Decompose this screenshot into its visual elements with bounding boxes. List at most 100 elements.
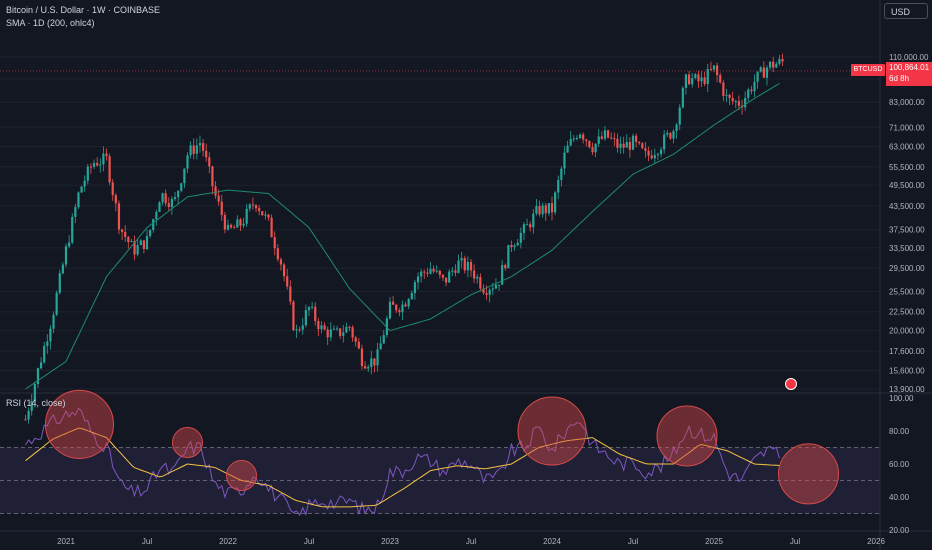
candle-body <box>638 141 641 144</box>
candle-body <box>177 190 180 198</box>
candle-body <box>538 205 541 215</box>
flag-icon[interactable] <box>785 378 797 390</box>
time-tick-label: Jul <box>142 537 152 546</box>
candle-body <box>416 276 420 283</box>
candle-body <box>117 203 121 230</box>
candle-body <box>597 136 600 144</box>
candle-body <box>273 237 276 249</box>
candle-body <box>413 282 417 294</box>
candle-body <box>759 67 762 72</box>
candle-body <box>513 245 516 248</box>
candle-body <box>99 164 102 166</box>
sma-indicator-label[interactable]: SMA · 1D (200, ohlc4) <box>6 18 95 28</box>
candle-body <box>127 236 130 242</box>
candle-body <box>376 349 379 366</box>
candle-body <box>691 77 694 85</box>
candle-body <box>700 77 703 82</box>
candle-body <box>631 135 635 150</box>
candle-body <box>678 107 681 125</box>
candle-body <box>554 192 557 213</box>
candle-body <box>687 74 691 85</box>
rsi-tick-label: 80.00 <box>889 427 910 436</box>
candle-body <box>195 145 198 154</box>
rsi-band-fill <box>0 447 880 514</box>
candle-body <box>744 97 747 108</box>
rsi-tick-label: 20.00 <box>889 526 910 535</box>
candle-body <box>30 401 33 411</box>
candle-body <box>201 143 205 151</box>
candle-body <box>214 186 217 196</box>
candle-body <box>610 137 613 139</box>
candle-body <box>279 259 283 265</box>
candle-body <box>712 65 716 70</box>
candle-body <box>332 328 336 330</box>
candle-body <box>619 143 622 148</box>
candle-body <box>301 325 304 330</box>
candle-body <box>716 65 719 76</box>
candle-body <box>236 219 239 228</box>
candle-body <box>173 197 177 199</box>
candle-body <box>628 142 631 150</box>
rsi-indicator-label[interactable]: RSI (14, close) <box>6 398 66 408</box>
candle-body <box>183 168 186 184</box>
time-tick-label: 2023 <box>381 537 399 546</box>
candle-body <box>659 149 663 155</box>
candle-body <box>451 270 454 272</box>
candle-body <box>672 131 675 139</box>
price-tick-label: 29,500.00 <box>889 264 925 273</box>
candle-body <box>289 286 292 302</box>
candle-body <box>180 183 183 191</box>
candle-body <box>114 195 117 204</box>
candle-body <box>703 77 706 85</box>
candle-body <box>292 301 295 331</box>
candle-body <box>270 217 273 238</box>
candle-body <box>267 214 270 218</box>
candle-body <box>36 368 40 385</box>
candle-body <box>529 224 532 228</box>
candle-body <box>379 343 382 350</box>
candle-body <box>189 145 192 156</box>
candle-body <box>535 205 538 214</box>
candle-body <box>653 155 656 159</box>
candle-body <box>669 132 672 139</box>
candle-body <box>401 304 404 313</box>
candle-body <box>105 153 108 157</box>
candle-body <box>684 74 688 88</box>
candle-body <box>223 214 226 230</box>
bar-countdown: 6d 8h <box>889 74 910 83</box>
candle-body <box>71 216 74 243</box>
candle-body <box>96 163 99 166</box>
currency-selector[interactable]: USD <box>884 3 928 19</box>
rsi-highlight-circle <box>517 396 587 466</box>
candle-body <box>314 306 317 321</box>
candle-body <box>142 240 145 250</box>
candle-body <box>89 166 93 168</box>
price-tick-label: 20,000.00 <box>889 327 925 336</box>
rsi-pane-bg <box>0 394 880 530</box>
candle-body <box>61 264 64 274</box>
candle-body <box>750 89 753 92</box>
candle-body <box>77 192 80 208</box>
chart-title[interactable]: Bitcoin / U.S. Dollar · 1W · COINBASE <box>6 5 161 15</box>
candle-body <box>46 341 49 346</box>
candle-body <box>444 277 448 283</box>
candle-body <box>603 130 607 139</box>
candle-body <box>566 145 569 153</box>
rsi-highlight-circle <box>45 389 114 459</box>
candle-body <box>398 310 401 313</box>
candle-body <box>111 182 114 196</box>
candle-body <box>550 203 554 213</box>
candle-body <box>220 201 223 215</box>
candle-body <box>768 61 772 68</box>
candle-body <box>466 261 469 271</box>
rsi-highlight-circle <box>172 427 203 459</box>
candle-body <box>510 244 513 248</box>
rsi-ma-line <box>25 427 780 508</box>
candle-body <box>404 304 407 307</box>
candle-body <box>83 180 86 187</box>
candle-body <box>572 138 575 140</box>
candle-body <box>781 58 784 62</box>
candle-body <box>373 358 376 366</box>
